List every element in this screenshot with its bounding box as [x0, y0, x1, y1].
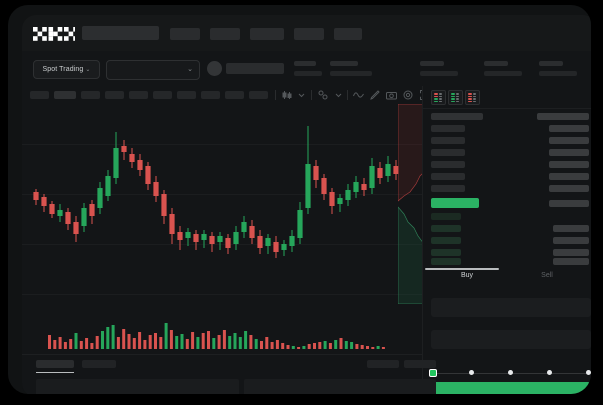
price-input[interactable]: [431, 298, 591, 317]
active-tab-indicator: [425, 268, 499, 270]
slider-stop-75[interactable]: [547, 370, 552, 375]
nav-item-3[interactable]: [250, 28, 284, 40]
interval-button-8[interactable]: [201, 91, 220, 99]
stat-volume-24h: [539, 61, 577, 76]
chevron-down-icon: ⌄: [187, 66, 193, 73]
nav-item-4[interactable]: [294, 28, 324, 40]
market-type-label: Spot Trading: [42, 66, 84, 73]
orderbook-row-bid[interactable]: [431, 249, 591, 256]
nav-item-1[interactable]: [170, 28, 200, 40]
pair-selector-dropdown[interactable]: ⌄: [106, 60, 200, 80]
slider-stop-25[interactable]: [469, 370, 474, 375]
stat-change-24h: [330, 61, 372, 76]
tab-sell-label: Sell: [541, 272, 553, 279]
chart-gridline: [22, 244, 422, 245]
candles-icon[interactable]: [282, 90, 292, 100]
orderbook-row-ask[interactable]: [431, 161, 591, 168]
orderbook-row-ask[interactable]: [431, 185, 591, 192]
pencil-icon[interactable]: [370, 90, 380, 100]
bottom-tab-open-orders[interactable]: [36, 360, 74, 368]
okx-logo[interactable]: [33, 27, 75, 41]
bottom-tab-order-history[interactable]: [82, 360, 116, 368]
orderbook-header-row: [431, 113, 591, 120]
chart-gridline: [22, 194, 422, 195]
orderbook-row-bid[interactable]: [431, 258, 591, 265]
interval-button-5[interactable]: [129, 91, 148, 99]
stat-low-24h: [484, 61, 522, 76]
chart-gridline: [22, 144, 422, 145]
candlestick-series: [33, 126, 399, 258]
slider-stop-100[interactable]: [586, 370, 591, 375]
global-search-input[interactable]: [82, 26, 159, 40]
settings-icon[interactable]: [403, 90, 413, 100]
orderbook-divider: [423, 108, 591, 109]
slider-handle[interactable]: [429, 368, 437, 377]
toolbar-divider: [347, 90, 348, 100]
interval-button-7[interactable]: [177, 91, 196, 99]
interval-button-10[interactable]: [249, 91, 268, 99]
tab-buy[interactable]: Buy: [431, 272, 503, 279]
device-bezel: Spot Trading ⌄ ⌄: [8, 5, 591, 394]
depth-overlay: [398, 104, 422, 304]
orderbook-mode-bids[interactable]: [448, 90, 463, 105]
market-type-dropdown[interactable]: Spot Trading ⌄: [33, 60, 100, 79]
indicator-icon[interactable]: [318, 90, 328, 100]
bottom-action-2[interactable]: [404, 360, 436, 368]
orderbook-row-ask[interactable]: [431, 137, 591, 144]
nav-item-5[interactable]: [334, 28, 362, 40]
wave-icon[interactable]: [353, 90, 364, 100]
orders-panel: [22, 354, 436, 394]
interval-button-2[interactable]: [54, 91, 76, 99]
orderbook-row-bid[interactable]: [431, 237, 591, 244]
amount-input[interactable]: [431, 330, 591, 349]
bottom-active-tab-indicator: [36, 372, 74, 374]
submit-buy-button[interactable]: [431, 382, 591, 394]
slider-stop-50[interactable]: [508, 370, 513, 375]
market-subheader: Spot Trading ⌄ ⌄: [22, 51, 591, 86]
pair-name-label: [226, 63, 284, 74]
chevron-down-icon: ⌄: [85, 67, 91, 73]
camera-icon[interactable]: [386, 90, 397, 100]
bottom-panel-right[interactable]: [244, 379, 436, 394]
amount-slider[interactable]: [429, 368, 591, 378]
orderbook-row-bid[interactable]: [431, 225, 591, 232]
interval-button-9[interactable]: [225, 91, 244, 99]
orderbook-row-ask[interactable]: [431, 149, 591, 156]
top-navigation-bar: [22, 15, 591, 51]
chevron-down-icon[interactable]: [298, 90, 305, 100]
trade-tabs: Buy Sell: [423, 268, 591, 290]
toolbar-divider: [311, 90, 312, 100]
orderbook-row-bid[interactable]: [431, 213, 591, 220]
tab-buy-label: Buy: [460, 272, 474, 279]
toolbar-divider: [275, 90, 276, 100]
orderbook-spread-row: [431, 198, 591, 208]
orderbook-row-ask[interactable]: [431, 125, 591, 132]
price-chart[interactable]: [22, 104, 422, 354]
interval-button-1[interactable]: [30, 91, 49, 99]
stat-last-price: [294, 61, 322, 76]
interval-button-3[interactable]: [81, 91, 100, 99]
bottom-panel-left[interactable]: [36, 379, 239, 394]
orderbook-mode-asks[interactable]: [465, 90, 480, 105]
coin-avatar: [207, 61, 222, 76]
orderbook-mode-both[interactable]: [431, 90, 446, 105]
tab-sell[interactable]: Sell: [511, 272, 583, 279]
nav-item-2[interactable]: [210, 28, 240, 40]
volume-histogram: [48, 323, 385, 349]
chevron-down-icon[interactable]: [335, 90, 342, 100]
app-screen: Spot Trading ⌄ ⌄: [22, 15, 591, 394]
trade-panel: Buy Sell: [422, 268, 591, 394]
chart-gridline: [22, 294, 422, 295]
stat-high-24h: [420, 61, 458, 76]
interval-button-4[interactable]: [105, 91, 124, 99]
bottom-action-1[interactable]: [367, 360, 399, 368]
orderbook-row-ask[interactable]: [431, 173, 591, 180]
interval-button-6[interactable]: [153, 91, 172, 99]
order-book: [422, 86, 591, 268]
